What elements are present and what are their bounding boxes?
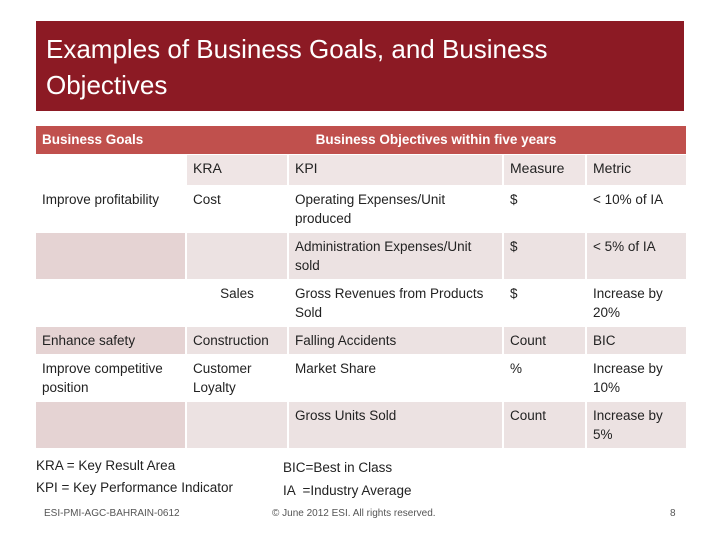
kpi-cell: Falling Accidents (287, 326, 503, 355)
ia-definition: IA =Industry Average (283, 483, 412, 498)
measure-cell: Count (502, 326, 586, 355)
kpi-definition: KPI = Key Performance Indicator (36, 480, 233, 495)
subheader-measure: Measure (502, 154, 586, 186)
measure-cell: Count (502, 401, 586, 448)
table-row: Gross Units Sold Count Increase by 5% (36, 401, 687, 448)
kpi-cell: Gross Revenues from Products Sold (287, 279, 503, 327)
slide-title: Examples of Business Goals, and Business… (46, 34, 548, 100)
footer-copyright: © June 2012 ESI. All rights reserved. (272, 508, 436, 519)
measure-cell: $ (502, 185, 586, 233)
metric-cell: Increase by 5% (584, 401, 687, 448)
table-subheader-row: KRA KPI Measure Metric (36, 154, 687, 186)
kra-cell (185, 232, 288, 280)
abbreviation-notes-right: BIC=Best in Class IA =Industry Average (283, 456, 411, 502)
goal-cell: Enhance safety (36, 326, 186, 355)
kra-cell (185, 401, 288, 448)
table-row: Improve profitability Cost Operating Exp… (36, 185, 687, 233)
goal-cell: Improve competitive position (36, 354, 186, 402)
table-row: Improve competitive position Customer Lo… (36, 354, 687, 402)
page-number: 8 (670, 508, 676, 519)
table-row: Sales Gross Revenues from Products Sold … (36, 279, 687, 327)
title-bar: Examples of Business Goals, and Business… (36, 21, 684, 111)
header-business-objectives: Business Objectives within five years (186, 126, 687, 155)
bic-definition: BIC=Best in Class (283, 460, 393, 475)
abbreviation-notes-left: KRA = Key Result Area KPI = Key Performa… (36, 455, 233, 499)
subheader-kra: KRA (185, 154, 288, 186)
metric-cell: Increase by 10% (584, 354, 687, 402)
goal-cell (36, 401, 186, 448)
kpi-cell: Administration Expenses/Unit sold (287, 232, 503, 280)
metric-cell: < 5% of IA (584, 232, 687, 280)
metric-cell: Increase by 20% (584, 279, 687, 327)
goals-objectives-table: Business Goals Business Objectives withi… (36, 126, 687, 448)
kra-cell: Customer Loyalty (185, 354, 288, 402)
kra-cell: Cost (185, 185, 288, 233)
kpi-cell: Operating Expenses/Unit produced (287, 185, 503, 233)
measure-cell: % (502, 354, 586, 402)
metric-cell: BIC (584, 326, 687, 355)
kra-definition: KRA = Key Result Area (36, 458, 176, 473)
kra-cell: Construction (185, 326, 288, 355)
subheader-empty (36, 154, 186, 186)
table-header-row: Business Goals Business Objectives withi… (36, 126, 687, 155)
header-business-goals: Business Goals (36, 126, 186, 155)
footer-left-code: ESI-PMI-AGC-BAHRAIN-0612 (44, 508, 180, 519)
table-row: Enhance safety Construction Falling Acci… (36, 326, 687, 355)
goal-cell (36, 232, 186, 280)
goal-cell (36, 279, 186, 327)
table-row: Administration Expenses/Unit sold $ < 5%… (36, 232, 687, 280)
goal-cell: Improve profitability (36, 185, 186, 233)
kpi-cell: Market Share (287, 354, 503, 402)
measure-cell: $ (502, 232, 586, 280)
measure-cell: $ (502, 279, 586, 327)
kpi-cell: Gross Units Sold (287, 401, 503, 448)
metric-cell: < 10% of IA (584, 185, 687, 233)
kra-cell: Sales (185, 279, 288, 327)
subheader-kpi: KPI (287, 154, 503, 186)
subheader-metric: Metric (584, 154, 687, 186)
